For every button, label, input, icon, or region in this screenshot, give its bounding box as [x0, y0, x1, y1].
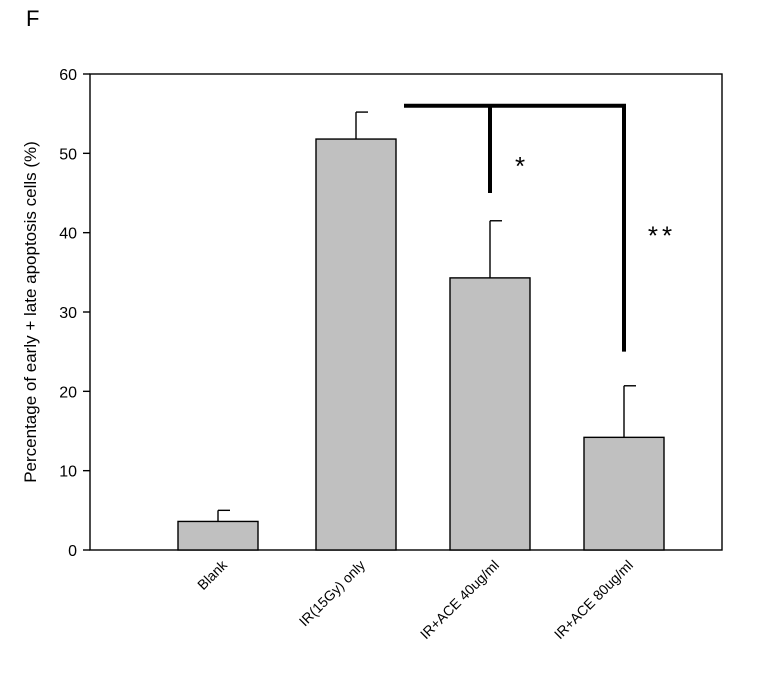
significance-label: *: [515, 151, 529, 181]
x-tick-label: Blank: [194, 556, 231, 593]
x-tick-label: IR(15Gy) only: [296, 557, 368, 629]
panel-label: F: [26, 6, 40, 31]
error-bars: [217, 111, 636, 522]
y-tick-label: 10: [59, 464, 77, 481]
x-tick-label: IR+ACE 40ug/ml: [417, 557, 502, 642]
bars: [177, 138, 665, 551]
bar: [177, 520, 259, 551]
axes: 0 10 20 30 40 50 60: [59, 67, 723, 560]
y-tick-label: 60: [59, 67, 77, 84]
y-tick-label: 40: [59, 226, 77, 243]
bar: [315, 138, 397, 551]
bar: [449, 277, 531, 551]
y-tick-label: 30: [59, 305, 77, 322]
significance-label: **: [648, 220, 676, 250]
x-tick-label: IR+ACE 80ug/ml: [551, 557, 636, 642]
bar: [583, 436, 665, 551]
y-tick-label: 0: [68, 543, 77, 560]
y-tick-label: 50: [59, 146, 77, 163]
significance-brackets: ***: [404, 103, 676, 352]
y-axis-label: Percentage of early + late apoptosis cel…: [21, 141, 40, 483]
y-tick-label: 20: [59, 384, 77, 401]
